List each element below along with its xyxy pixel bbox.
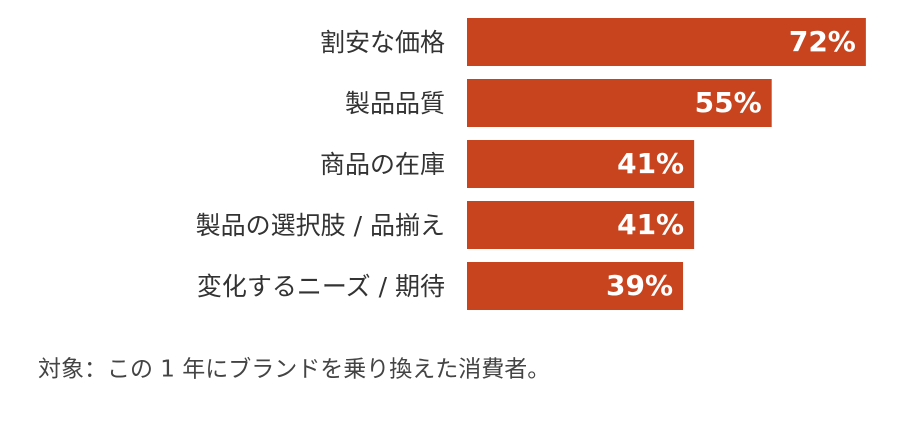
category-label: 商品の在庫	[320, 150, 445, 179]
bar	[467, 79, 772, 127]
category-label: 変化するニーズ / 期待	[197, 272, 445, 301]
value-label: 72%	[789, 25, 856, 58]
value-label: 55%	[695, 86, 762, 119]
bar	[467, 262, 684, 310]
bar	[467, 140, 695, 188]
value-label: 41%	[617, 208, 684, 241]
value-label: 39%	[606, 269, 673, 302]
category-label: 製品の選択肢 / 品揃え	[196, 211, 445, 240]
category-label: 製品品質	[345, 89, 445, 118]
bar	[467, 201, 695, 249]
bar	[467, 18, 866, 66]
note: 対象：この 1 年にブランドを乗り換えた消費者。	[38, 357, 550, 383]
category-label: 割安な価格	[320, 28, 445, 57]
value-label: 41%	[617, 147, 684, 180]
